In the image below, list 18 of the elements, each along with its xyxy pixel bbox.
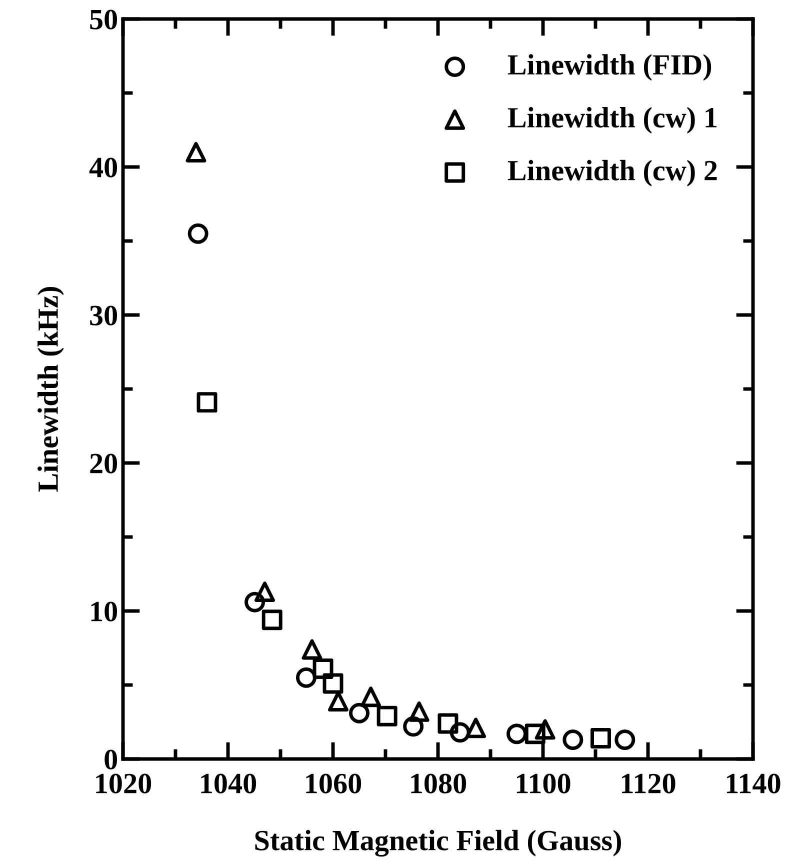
legend-label: Linewidth (cw) 1 bbox=[508, 107, 716, 134]
y-tick-label: 40 bbox=[89, 158, 118, 178]
x-tick-label: 1040 bbox=[201, 774, 256, 794]
y-tick-label: 10 bbox=[91, 602, 118, 622]
x-tick-label: 1080 bbox=[411, 774, 466, 794]
x-tick-label: 1020 bbox=[96, 774, 152, 794]
y-tick-label: 20 bbox=[90, 454, 118, 474]
y-tick-label: 50 bbox=[90, 10, 118, 30]
y-tick-label: 0 bbox=[104, 750, 118, 770]
legend-label: Linewidth (cw) 2 bbox=[508, 160, 717, 186]
x-tick-label: 1120 bbox=[622, 774, 676, 794]
x-tick-label: 1060 bbox=[306, 774, 362, 794]
y-axis-title: Linewidth (kHz) bbox=[38, 286, 64, 492]
x-tick-label: 1100 bbox=[516, 774, 570, 794]
legend-label: Linewidth (FID) bbox=[508, 54, 712, 81]
y-tick-label: 30 bbox=[90, 306, 118, 326]
x-tick-label: 1140 bbox=[726, 774, 780, 794]
x-axis-title: Static Magnetic Field (Gauss) bbox=[255, 830, 622, 857]
